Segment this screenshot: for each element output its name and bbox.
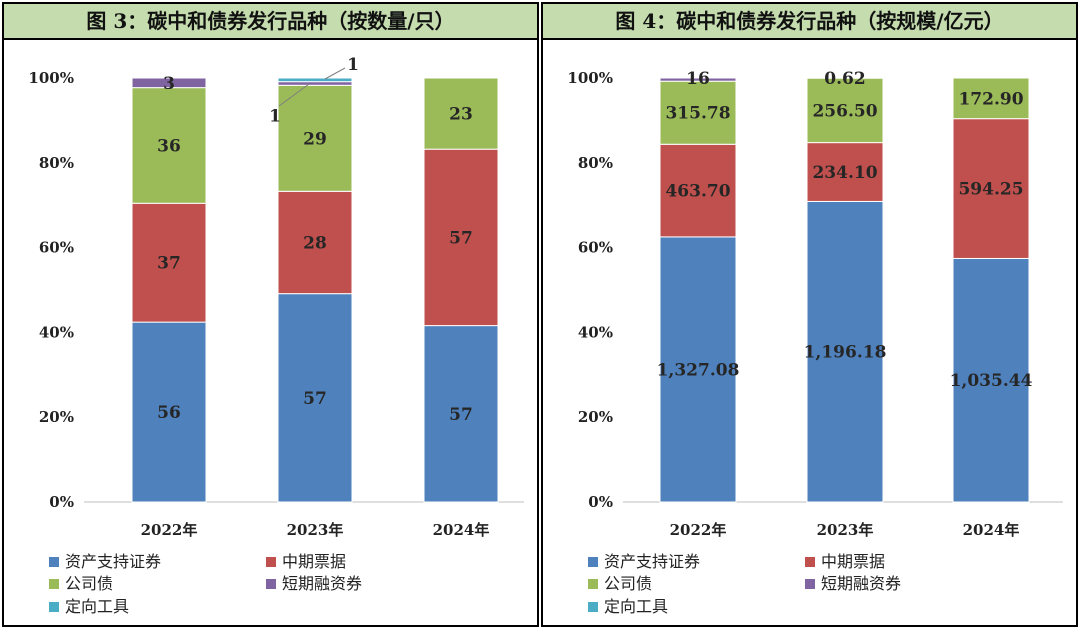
y-tick-label: 100% [28,69,74,87]
chart-panel-amount: 图 4：碳中和债券发行品种（按规模/亿元） 0% 20% 40% 60% 80% 100%… [541,2,1078,627]
y-tick-label: 20% [578,408,613,426]
bar-segment-corp-bond [806,77,884,144]
data-label: 57 [449,405,473,425]
y-tick-label: 80% [39,154,74,172]
bar-segment-cp [131,77,207,89]
data-label: 36 [157,136,181,156]
chart-title: 图 4：碳中和债券发行品种（按规模/亿元） [543,4,1076,40]
y-tick-label: 0% [588,493,613,511]
data-label: 172.90 [958,89,1023,109]
data-label: 57 [303,389,327,409]
data-label: 1 [347,55,359,75]
bar-segment-mtn [952,118,1030,259]
label-leader-line [324,67,346,80]
data-label: 463.70 [665,182,730,202]
legend-label-cp: 短期融资券 [821,574,901,593]
legend-swatch-ppn [49,602,59,612]
data-label: 57 [449,228,473,248]
legend-swatch-abs [588,557,598,567]
y-tick-label: 40% [39,323,74,341]
y-tick-label: 0% [49,493,74,511]
bar-segment-corp-bond [277,84,353,192]
chart-plot-amount: 0% 20% 40% 60% 80% 100% 1,327.08 463.70 315.78 16… [567,69,1063,616]
data-label: 0.62 [824,69,865,89]
data-label: 29 [303,129,327,149]
y-tick-label: 40% [578,323,613,341]
bar-segment-abs [423,325,499,503]
x-tick-label: 2024年 [963,521,1020,539]
data-label: 234.10 [812,163,877,183]
bar-segment-corp-bond [952,77,1030,120]
y-tick-label: 80% [578,154,613,172]
bar-segment-mtn [131,202,207,323]
bar-segment-corp-bond [423,77,499,150]
legend-label-abs: 资产支持证券 [604,552,700,571]
y-tick-label: 100% [567,69,613,87]
bar-segment-mtn [806,142,884,202]
data-label: 23 [449,105,473,125]
bar-segment-mtn [423,148,499,327]
legend-label-abs: 资产支持证券 [65,552,161,571]
data-label: 256.50 [812,101,877,121]
x-tick-label: 2023年 [287,521,344,539]
legend-swatch-abs [49,557,59,567]
legend-swatch-ppn [588,602,598,612]
chart-panel-count: 图 3：碳中和债券发行品种（按数量/只） 0% 20% 40% 60% 80% 100% 5… [2,2,539,627]
data-label: 56 [157,403,181,423]
x-tick-label: 2024年 [433,521,490,539]
bar-segment-abs [277,293,353,503]
bar-segment-abs [806,200,884,503]
y-tick-label: 60% [578,239,613,257]
legend-swatch-cp [805,579,815,589]
bar-segment-mtn [277,190,353,295]
data-label: 315.78 [665,104,730,124]
data-label: 28 [303,233,327,253]
legend-label-ppn: 定向工具 [604,597,668,616]
legend-label-corp-bond: 公司债 [604,574,652,593]
data-label: 16 [686,69,710,89]
legend-label-corp-bond: 公司债 [65,574,113,593]
data-label: 594.25 [958,180,1023,200]
chart-title: 图 3：碳中和债券发行品种（按数量/只） [4,4,537,40]
x-tick-label: 2022年 [141,521,198,539]
data-label: 3 [163,74,175,94]
x-tick-label: 2023年 [817,521,874,539]
bar-segment-abs [131,321,207,503]
bar-segment-abs [659,236,737,503]
legend-label-mtn: 中期票据 [282,552,346,571]
bar-segment-cp [659,77,737,82]
data-label: 1,327.08 [657,360,740,380]
chart-plot-count: 0% 20% 40% 60% 80% 100% 56 37 36 3 57 28 29 1 1 57 57 23 2… [28,55,524,616]
legend-label-ppn: 定向工具 [65,597,129,616]
legend-label-mtn: 中期票据 [821,552,885,571]
x-tick-label: 2022年 [670,521,727,539]
legend-swatch-mtn [266,557,276,567]
legend-swatch-corp-bond [588,579,598,589]
legend-label-cp: 短期融资券 [282,574,362,593]
data-label: 1,196.18 [804,343,887,363]
label-leader-line [278,83,310,107]
legend-swatch-corp-bond [49,579,59,589]
data-label: 1 [269,107,281,127]
legend-swatch-mtn [805,557,815,567]
bar-segment-ppn [277,77,353,83]
bar-segment-mtn [659,143,737,238]
y-tick-label: 60% [39,239,74,257]
data-label: 1,035.44 [950,371,1033,391]
data-label: 37 [157,254,181,274]
legend-swatch-cp [266,579,276,589]
bar-segment-cp [277,81,353,86]
y-tick-label: 20% [39,408,74,426]
